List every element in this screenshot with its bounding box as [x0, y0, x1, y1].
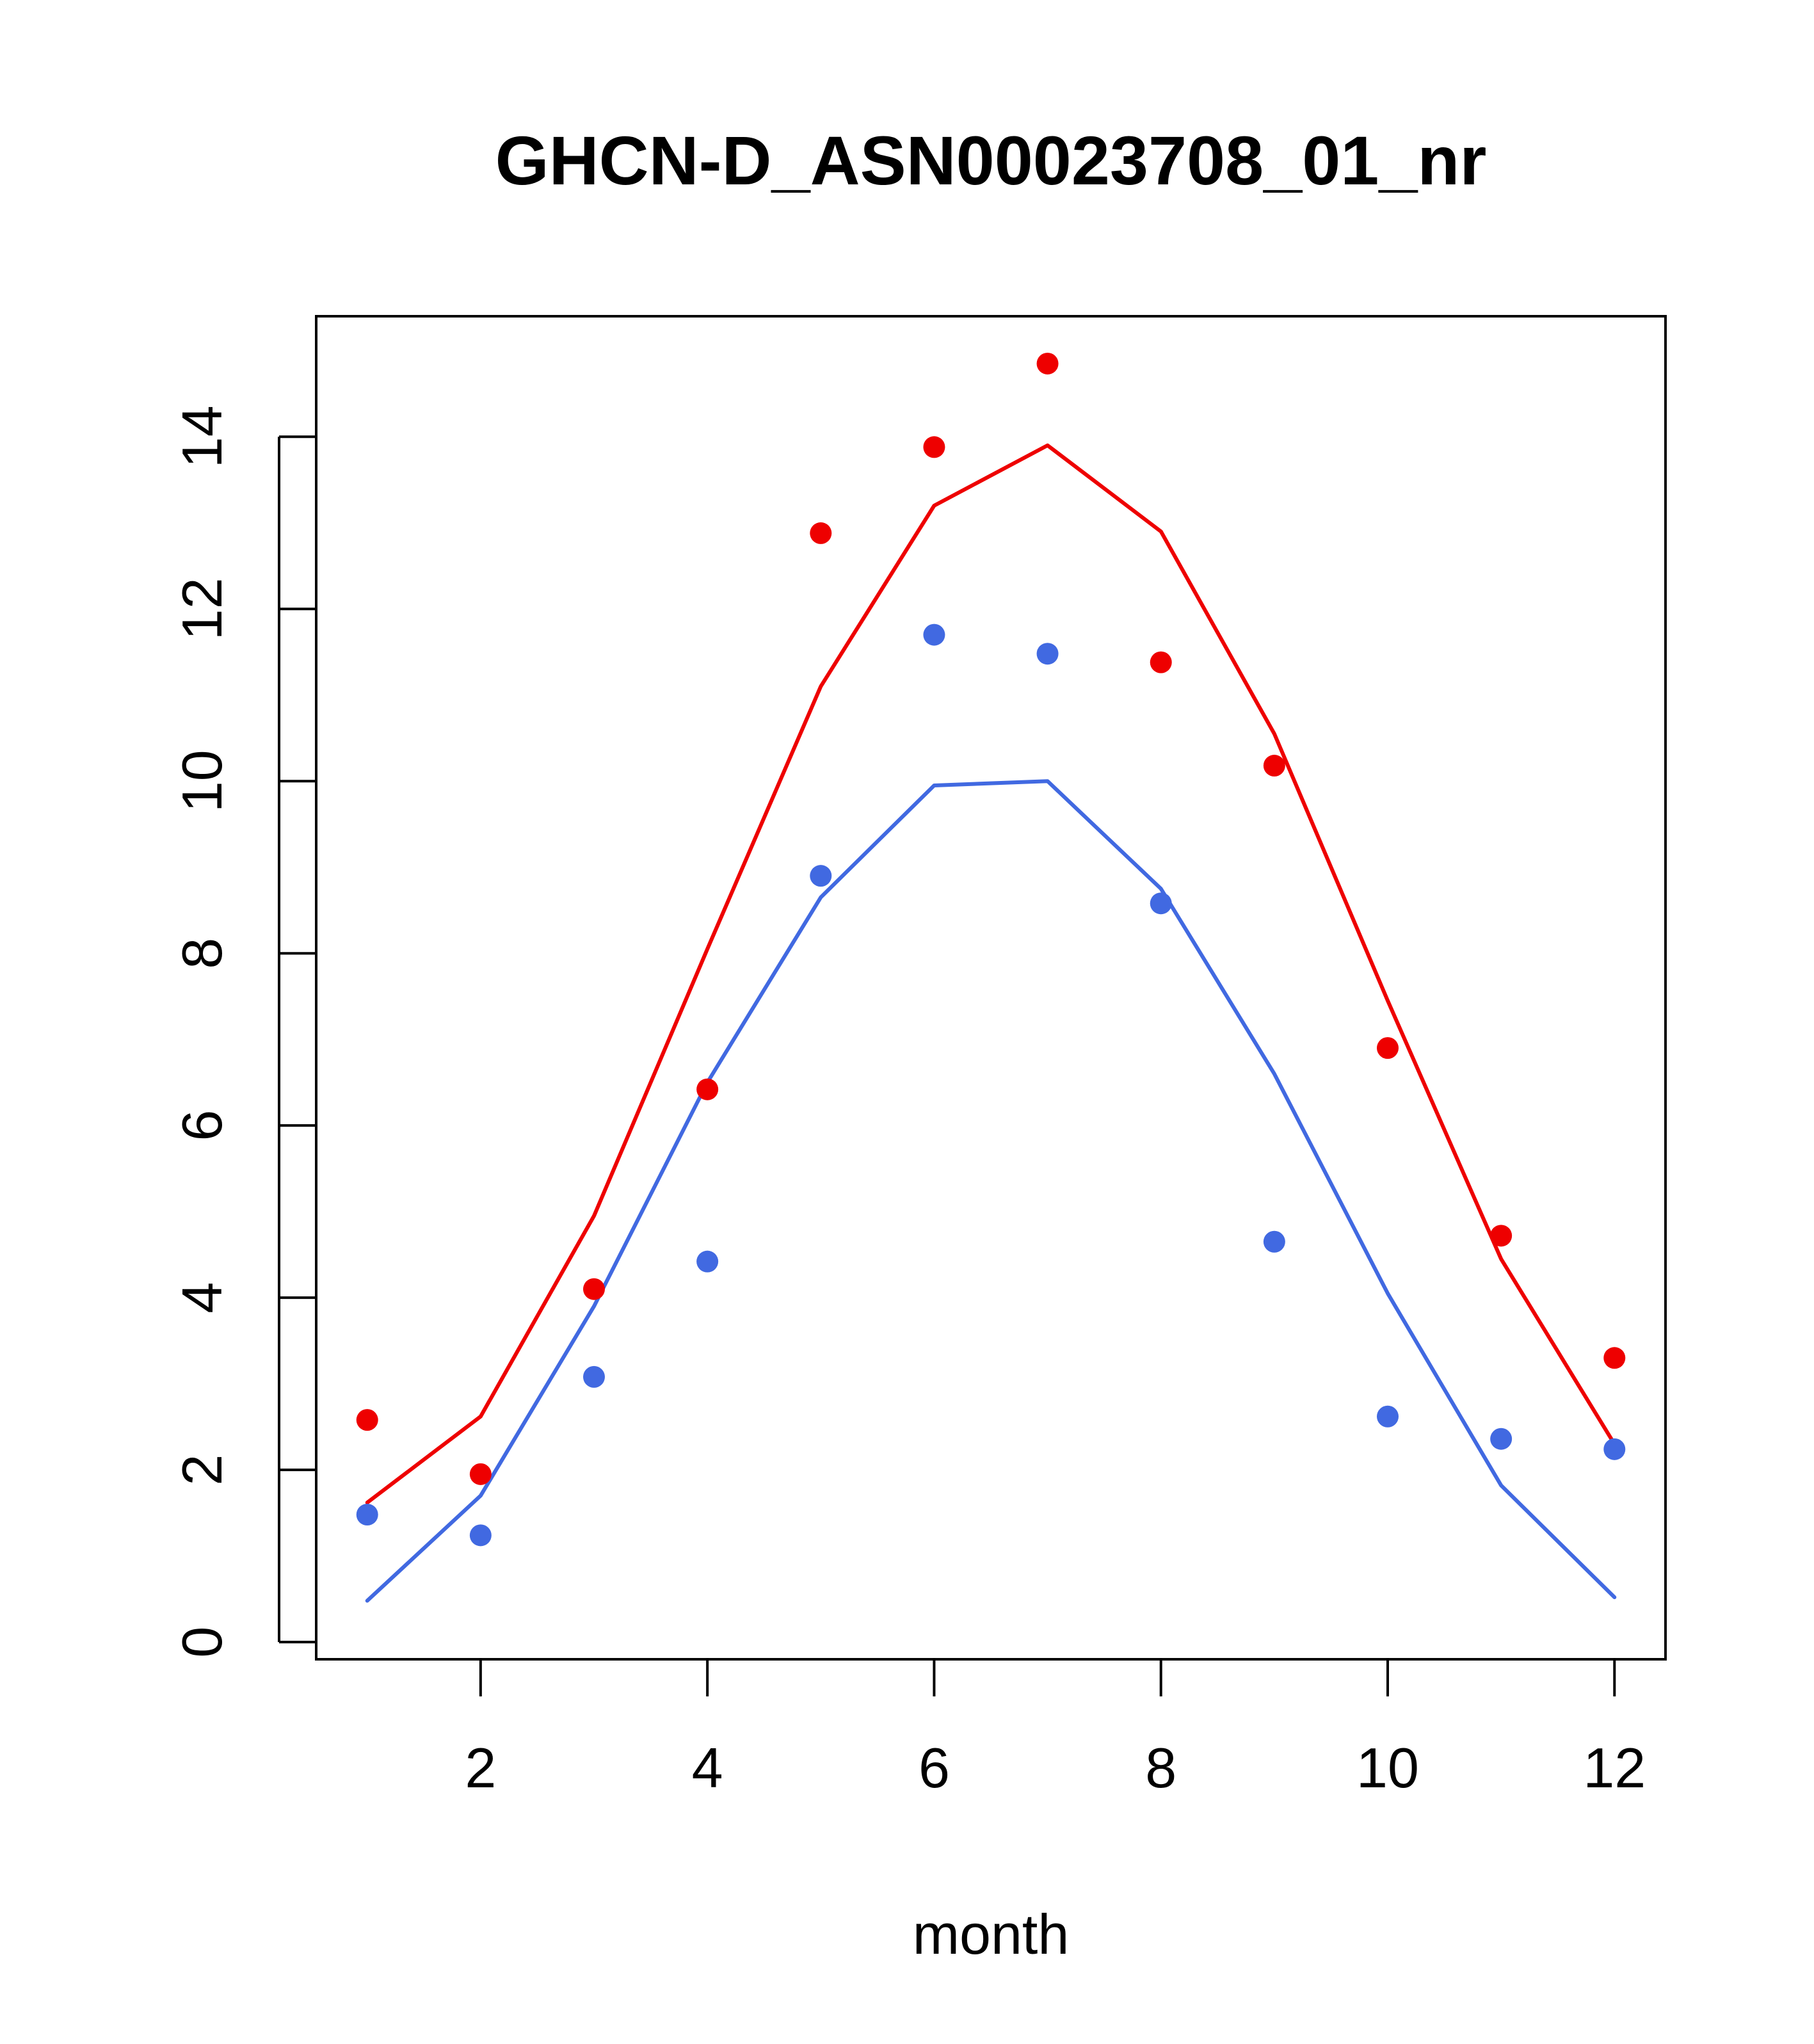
y-axis: 0 2 4 6 8 10 12 14: [170, 405, 316, 1658]
data-point: [696, 1078, 719, 1100]
x-tick-label: 2: [465, 1736, 496, 1799]
data-point: [923, 624, 945, 646]
x-tick-label: 12: [1583, 1736, 1646, 1799]
data-point: [1603, 1347, 1626, 1369]
data-point: [356, 1409, 378, 1431]
x-axis-label: month: [913, 1903, 1070, 1966]
series-line-1: [365, 779, 1617, 1603]
data-point: [1263, 1230, 1285, 1253]
series-lines: [365, 443, 1617, 1603]
y-tick-label: 4: [170, 1282, 234, 1314]
y-tick-label: 12: [170, 577, 234, 640]
data-point: [810, 522, 832, 544]
data-point: [1377, 1037, 1399, 1059]
series-points: [356, 352, 1626, 1547]
y-tick-label: 14: [170, 405, 234, 468]
data-point: [696, 1250, 719, 1273]
data-point: [1150, 892, 1172, 915]
data-point: [1490, 1225, 1513, 1247]
data-point: [1263, 755, 1285, 777]
data-point: [1377, 1405, 1399, 1428]
chart-title: GHCN-D_ASN00023708_01_nr: [495, 122, 1487, 199]
y-tick-label: 6: [170, 1110, 234, 1141]
data-point: [1036, 643, 1059, 665]
data-point: [583, 1278, 605, 1300]
x-tick-label: 8: [1145, 1736, 1176, 1799]
x-axis: 2 4 6 8 10 12: [465, 1658, 1646, 1799]
series-line-0: [365, 443, 1617, 1505]
x-tick-label: 4: [692, 1736, 723, 1799]
x-tick-label: 6: [919, 1736, 950, 1799]
y-tick-label: 2: [170, 1454, 234, 1486]
data-point: [469, 1463, 492, 1485]
data-point: [356, 1504, 378, 1526]
data-point: [810, 865, 832, 887]
data-point: [1490, 1428, 1513, 1450]
data-point: [469, 1524, 492, 1547]
y-tick-label: 10: [170, 750, 234, 812]
y-tick-label: 0: [170, 1627, 234, 1658]
data-point: [1150, 651, 1172, 673]
data-point: [1603, 1438, 1626, 1460]
y-tick-label: 8: [170, 938, 234, 969]
data-point: [1036, 352, 1059, 374]
x-tick-label: 10: [1356, 1736, 1419, 1799]
data-point: [923, 436, 945, 458]
data-point: [583, 1365, 605, 1388]
